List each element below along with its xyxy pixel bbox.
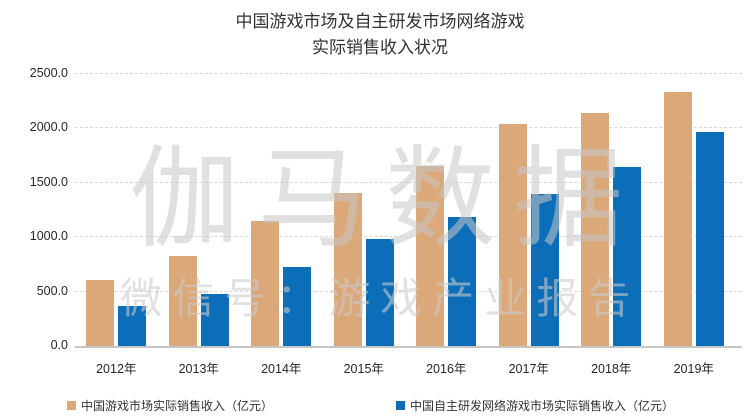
x-tick-label-2015年: 2015年 [343, 362, 384, 376]
x-axis-line [75, 346, 742, 348]
chart-title-line1: 中国游戏市场及自主研发市场网络游戏 [235, 12, 525, 31]
x-tick-label-2017年: 2017年 [508, 362, 549, 376]
chart-title-line2: 实际销售收入状况 [312, 38, 448, 57]
bar-series0-2012年 [86, 280, 115, 346]
bar-series1-2017年 [530, 193, 559, 346]
bar-series1-2018年 [613, 167, 642, 346]
bar-series0-2013年 [168, 255, 197, 346]
legend: 中国游戏市场实际销售收入（亿元） 中国自主研发网络游戏市场实际销售收入（亿元） [0, 397, 750, 417]
legend-item-market: 中国游戏市场实际销售收入（亿元） [67, 397, 273, 414]
y-tick-label-2500.0: 2500.0 [29, 66, 68, 80]
x-tick-label-2013年: 2013年 [178, 362, 219, 376]
x-tick-label-2014年: 2014年 [261, 362, 302, 376]
gridline-1000 [75, 236, 742, 238]
gridline-2500 [75, 73, 742, 74]
x-tick-label-2016年: 2016年 [426, 362, 467, 376]
bar-series1-2012年 [118, 305, 147, 346]
y-tick-label-0.0: 0.0 [50, 338, 68, 352]
bar-series1-2019年 [695, 132, 724, 346]
y-tick-label-500.0: 500.0 [36, 283, 68, 298]
gridline-2000 [75, 127, 742, 129]
bar-series0-2017年 [498, 124, 527, 346]
legend-item-selfdev: 中国自主研发网络游戏市场实际销售收入（亿元） [396, 397, 674, 414]
legend-label-market: 中国游戏市场实际销售收入（亿元） [81, 399, 274, 413]
bar-series0-2019年 [663, 92, 692, 346]
y-tick-label-2000.0: 2000.0 [29, 120, 68, 135]
plot-area [75, 73, 742, 346]
bar-series0-2018年 [581, 112, 610, 346]
bar-series0-2015年 [333, 192, 362, 346]
legend-swatch-selfdev [396, 401, 405, 410]
bar-series1-2013年 [200, 294, 229, 346]
page-title: 中国游戏市场及自主研发市场网络游戏 实际销售收入状况 [5, 9, 750, 61]
y-tick-label-1000.0: 1000.0 [29, 229, 68, 244]
legend-label-selfdev: 中国自主研发网络游戏市场实际销售收入（亿元） [410, 399, 675, 413]
y-tick-label-1500.0: 1500.0 [29, 174, 68, 189]
bar-series0-2014年 [251, 221, 280, 346]
bar-series1-2014年 [283, 266, 312, 346]
x-tick-label-2012年: 2012年 [96, 362, 137, 376]
x-tick-label-2019年: 2019年 [673, 362, 714, 376]
gridline-1500 [75, 181, 742, 183]
bar-series0-2016年 [416, 165, 445, 346]
gridline-500 [75, 290, 742, 292]
bar-series1-2016年 [448, 217, 477, 346]
legend-swatch-market [67, 401, 76, 410]
x-tick-label-2018年: 2018年 [591, 362, 632, 376]
bar-series1-2015年 [365, 238, 394, 346]
